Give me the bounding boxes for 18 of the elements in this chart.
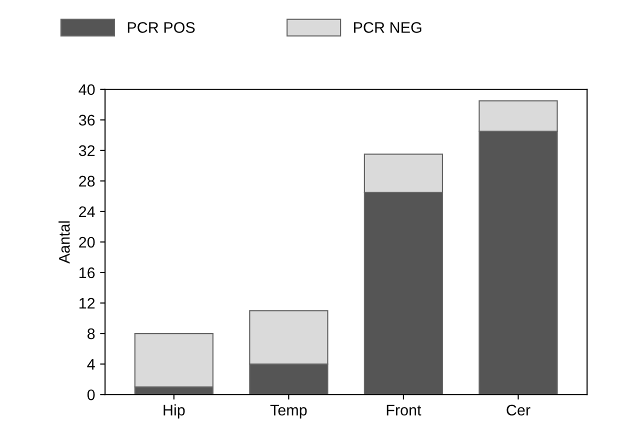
legend-label: PCR NEG xyxy=(354,22,422,33)
y-tick-label: 40 xyxy=(78,84,95,96)
y-tick-label: 12 xyxy=(80,298,95,309)
y-tick-label: 24 xyxy=(79,206,95,217)
y-tick-label: 4 xyxy=(87,359,95,370)
y-tick-label: 20 xyxy=(79,236,95,248)
x-tick-label: Front xyxy=(386,404,422,416)
y-tick-label: 16 xyxy=(80,267,95,278)
x-tick-label: Hip xyxy=(164,404,185,419)
x-tick-label: Cer xyxy=(506,404,530,416)
legend-label: PCR POS xyxy=(128,22,195,33)
y-axis-title: Aantal xyxy=(58,221,70,264)
y-tick-label: 32 xyxy=(78,145,95,156)
y-tick-label: 0 xyxy=(87,389,95,400)
y-tick-label: 28 xyxy=(79,176,95,187)
x-tick-label: Temp xyxy=(270,404,307,419)
y-tick-label: 36 xyxy=(78,114,95,126)
y-tick-label: 8 xyxy=(88,328,95,340)
